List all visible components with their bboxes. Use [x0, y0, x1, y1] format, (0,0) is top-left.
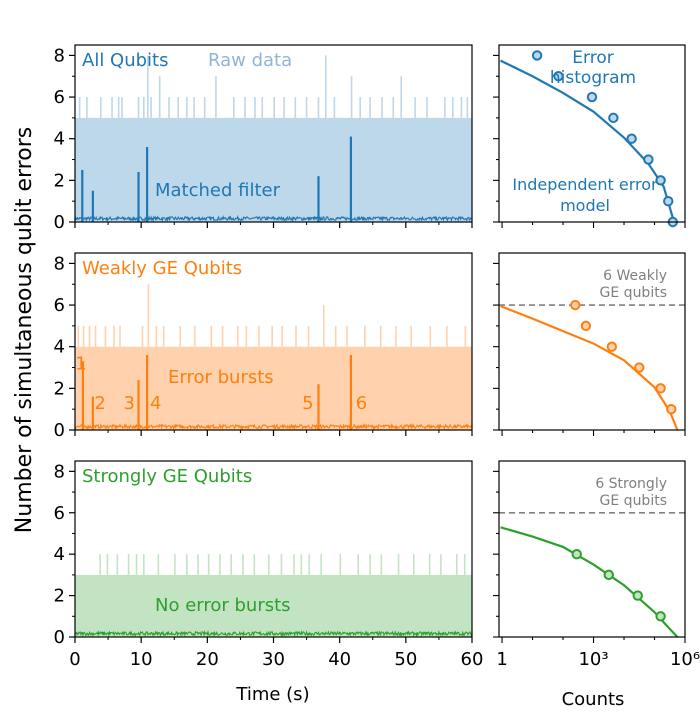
x-tick-label: 40	[328, 649, 351, 670]
histogram-point	[570, 299, 581, 311]
burst-number-label: 5	[302, 393, 313, 414]
histogram-point	[608, 112, 619, 124]
histogram-panel-3	[493, 460, 686, 643]
independent-error-model-curve	[500, 526, 679, 638]
time-axis-label: Time (s)	[235, 684, 309, 705]
histogram-point	[571, 548, 582, 560]
y-tick-label: 6	[54, 295, 65, 316]
burst-number-label: 2	[94, 393, 105, 414]
x-tick-label: 20	[196, 649, 219, 670]
x-tick-label: 60	[461, 649, 484, 670]
x-tick-label: 10	[130, 649, 153, 670]
x-tick-label: 50	[394, 649, 417, 670]
burst-number-label: 6	[356, 393, 367, 414]
time-panel-3	[69, 460, 473, 643]
histogram-point	[632, 590, 643, 601]
panel-title: Weakly GE Qubits	[82, 258, 242, 279]
y-tick-label: 0	[54, 212, 65, 233]
y-tick-label: 4	[54, 129, 65, 150]
histogram-point	[626, 133, 637, 144]
annotation-line: Error	[572, 48, 613, 68]
panel-title: All Qubits	[82, 50, 168, 71]
y-tick-label: 6	[54, 503, 65, 524]
matched-filter-label: Matched filter	[155, 180, 281, 201]
y-tick-label: 8	[54, 461, 65, 482]
weakly-ge-count-label: 6 Weakly GE qubits	[600, 268, 667, 301]
y-tick-label: 0	[54, 420, 65, 441]
error-histogram-label: Error histogram	[550, 48, 636, 88]
hist-x-tick-label: 1	[496, 649, 507, 670]
x-tick-label: 0	[69, 649, 80, 670]
counts-axis-label: Counts	[562, 689, 625, 710]
histogram-point	[580, 320, 592, 332]
histogram-point	[531, 50, 543, 61]
raw-data-label: Raw data	[208, 50, 292, 71]
annotation-line: 6 Weakly	[603, 268, 667, 284]
histogram-panel-frame	[498, 460, 686, 638]
x-tick-label: 30	[262, 649, 285, 670]
histogram-point	[553, 71, 564, 82]
histogram-panel-frame	[498, 44, 686, 223]
annotation-line: Independent error	[512, 175, 658, 194]
annotation-line: 6 Strongly	[595, 476, 667, 492]
histogram-point	[606, 341, 618, 352]
independent-model-label: Independent error model	[512, 175, 658, 215]
y-tick-label: 4	[54, 337, 65, 358]
histogram-point	[655, 175, 666, 186]
time-panel-1	[69, 44, 473, 228]
histogram-point	[603, 569, 614, 581]
hist-x-tick-label: 10⁶	[670, 649, 700, 670]
matched-filter-trace	[74, 214, 473, 223]
no-error-bursts-label: No error bursts	[155, 595, 291, 616]
burst-number-label: 4	[150, 393, 161, 414]
hist-x-tick-label: 10³	[578, 649, 608, 670]
y-tick-label: 8	[54, 253, 65, 274]
raw-data-area	[75, 346, 472, 430]
y-tick-label: 2	[54, 586, 65, 607]
burst-number-label: 1	[75, 354, 86, 375]
y-axis-label: Number of simultaneous qubit errors	[12, 127, 37, 533]
histogram-point	[643, 154, 654, 165]
matched-filter-trace	[74, 422, 473, 431]
histogram-panel-1	[493, 44, 686, 228]
raw-data-area	[75, 574, 472, 637]
strongly-ge-count-label: 6 Strongly GE qubits	[595, 476, 667, 509]
histogram-point	[634, 362, 645, 373]
annotation-line: histogram	[550, 68, 636, 88]
burst-number-label: 3	[124, 393, 135, 414]
raw-data-area	[75, 117, 472, 222]
y-tick-label: 8	[54, 45, 65, 66]
annotation-line: model	[560, 196, 610, 215]
annotation-line: GE qubits	[600, 493, 667, 509]
y-tick-label: 0	[54, 627, 65, 648]
y-tick-label: 2	[54, 378, 65, 399]
y-tick-label: 2	[54, 170, 65, 191]
histogram-point	[655, 611, 666, 622]
matched-filter-trace	[74, 629, 473, 638]
histogram-point	[586, 91, 598, 103]
y-tick-label: 6	[54, 87, 65, 108]
y-tick-label: 4	[54, 544, 65, 565]
time-panel-2	[69, 252, 473, 436]
error-bursts-label: Error bursts	[168, 367, 274, 388]
panel-title: Strongly GE Qubits	[82, 466, 252, 487]
histogram-point	[663, 195, 674, 207]
annotation-line: GE qubits	[600, 285, 667, 301]
histogram-point	[666, 403, 677, 415]
histogram-panel-2	[493, 252, 686, 436]
histogram-point	[655, 383, 666, 394]
histogram-panel-frame	[498, 252, 686, 431]
